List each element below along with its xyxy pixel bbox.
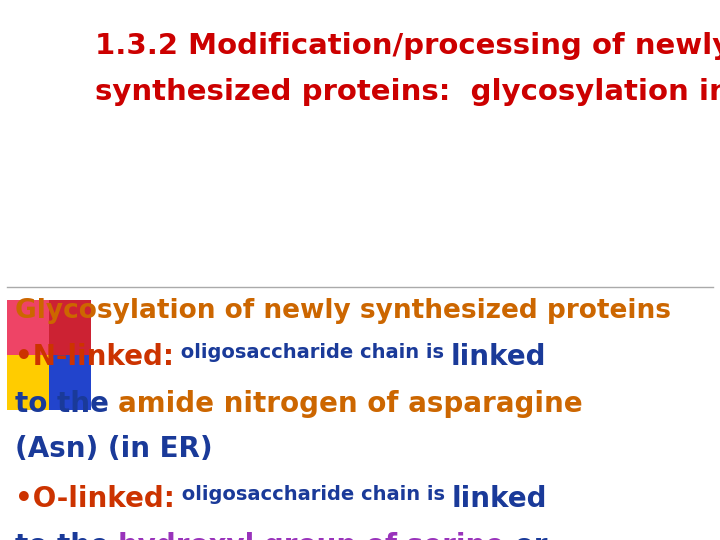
Text: 1.3.2 Modification/processing of newly: 1.3.2 Modification/processing of newly — [95, 32, 720, 60]
Text: to the: to the — [15, 390, 119, 418]
Text: amide nitrogen of asparagine: amide nitrogen of asparagine — [119, 390, 583, 418]
Text: linked: linked — [451, 485, 547, 513]
Text: oligosaccharide chain is: oligosaccharide chain is — [175, 485, 451, 504]
Text: Glycosylation of newly synthesized proteins: Glycosylation of newly synthesized prote… — [15, 298, 671, 324]
Text: hydroxyl group of serine: hydroxyl group of serine — [119, 532, 505, 540]
Text: linked: linked — [451, 343, 546, 371]
Text: •O-linked:: •O-linked: — [15, 485, 175, 513]
Text: (Asn) (in ER): (Asn) (in ER) — [15, 435, 212, 463]
Text: •N-linked:: •N-linked: — [15, 343, 174, 371]
Text: oligosaccharide chain is: oligosaccharide chain is — [174, 343, 451, 362]
Text: or: or — [505, 532, 547, 540]
Bar — [7, 355, 49, 410]
Bar — [49, 300, 91, 355]
Bar — [49, 355, 91, 410]
Text: synthesized proteins:  glycosylation in the RER: synthesized proteins: glycosylation in t… — [95, 78, 720, 106]
Bar — [7, 300, 49, 355]
Text: to the: to the — [15, 532, 119, 540]
